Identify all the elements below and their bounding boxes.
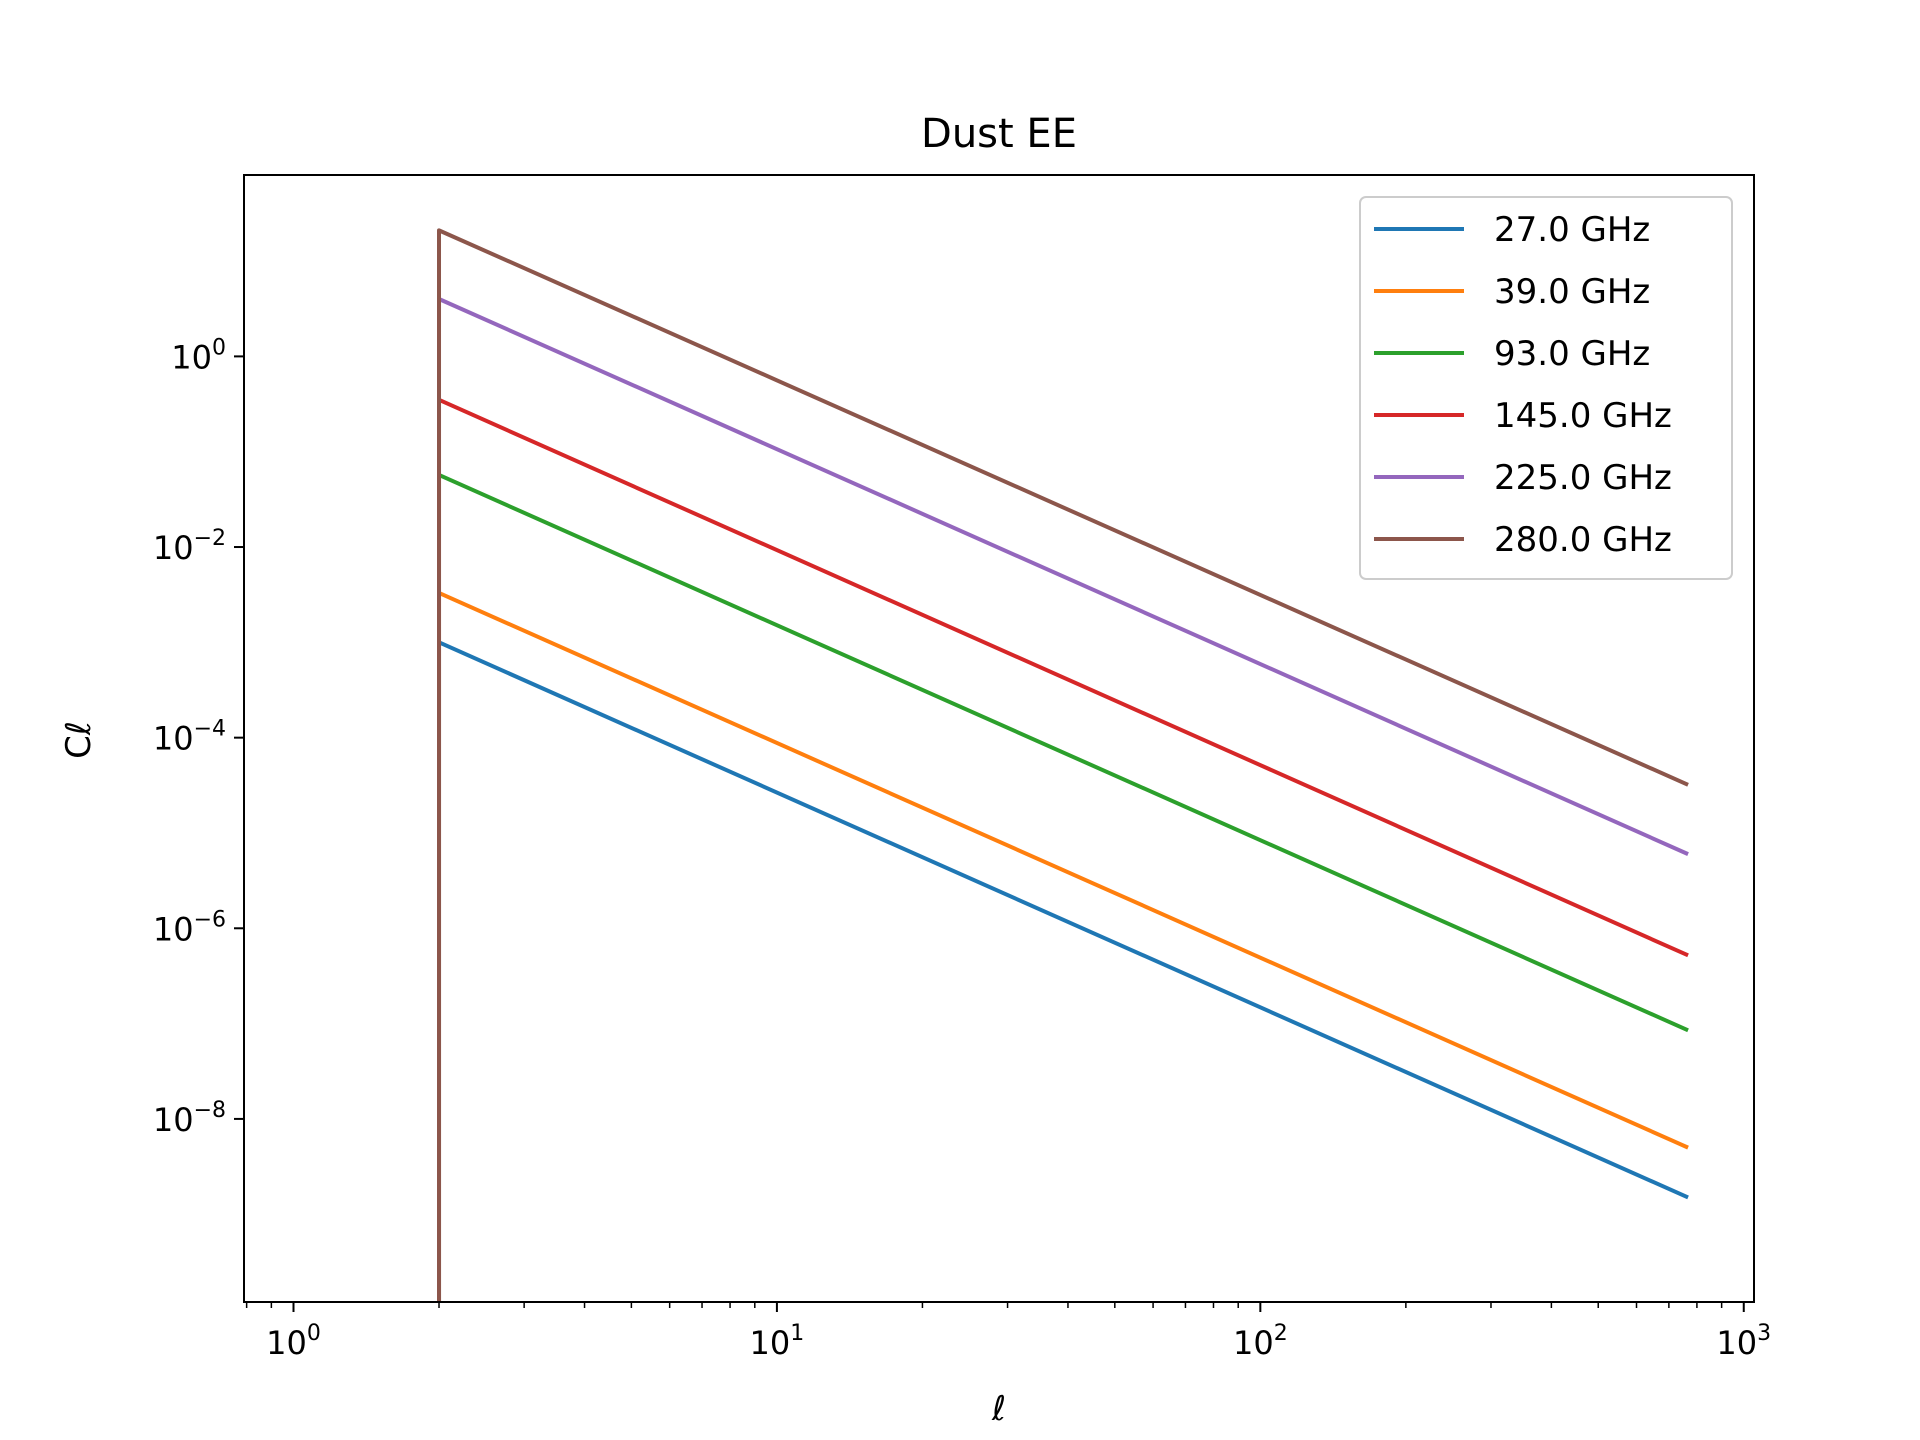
x-tick-label: 100	[266, 1321, 321, 1362]
plot-frame	[243, 174, 1755, 1303]
legend-label: 39.0 GHz	[1494, 272, 1650, 312]
y-axis-label: Cℓ	[59, 721, 99, 759]
y-tick-label: 10−8	[153, 1098, 226, 1139]
series-layer	[437, 228, 1689, 1302]
legend-label: 145.0 GHz	[1494, 396, 1672, 436]
y-tick-label: 10−4	[153, 717, 226, 758]
legend-label: 225.0 GHz	[1494, 458, 1672, 498]
y-tick-label: 10−6	[153, 907, 226, 948]
legend-label: 93.0 GHz	[1494, 334, 1650, 374]
legend-items: 27.0 GHz 39.0 GHz 93.0 GHz 145.0 GHz 225.0 G…	[1374, 210, 1672, 560]
legend-label: 27.0 GHz	[1494, 210, 1650, 250]
legend-label: 280.0 GHz	[1494, 520, 1672, 560]
x-tick-label: 102	[1233, 1321, 1288, 1362]
y-tick-label: 100	[171, 335, 226, 376]
ticks-layer: 100 101 102 103 100 10−2 10−4 10−6 10−8	[153, 335, 1771, 1362]
series-line	[437, 228, 1689, 1302]
legend: 27.0 GHz 39.0 GHz 93.0 GHz 145.0 GHz 225.0 G…	[1359, 196, 1733, 580]
x-tick-label: 103	[1716, 1321, 1771, 1362]
chart-title: Dust EE	[921, 111, 1077, 157]
y-tick-label: 10−2	[153, 526, 226, 567]
x-tick-label: 101	[750, 1321, 805, 1362]
x-axis-label: ℓ	[991, 1389, 1006, 1429]
